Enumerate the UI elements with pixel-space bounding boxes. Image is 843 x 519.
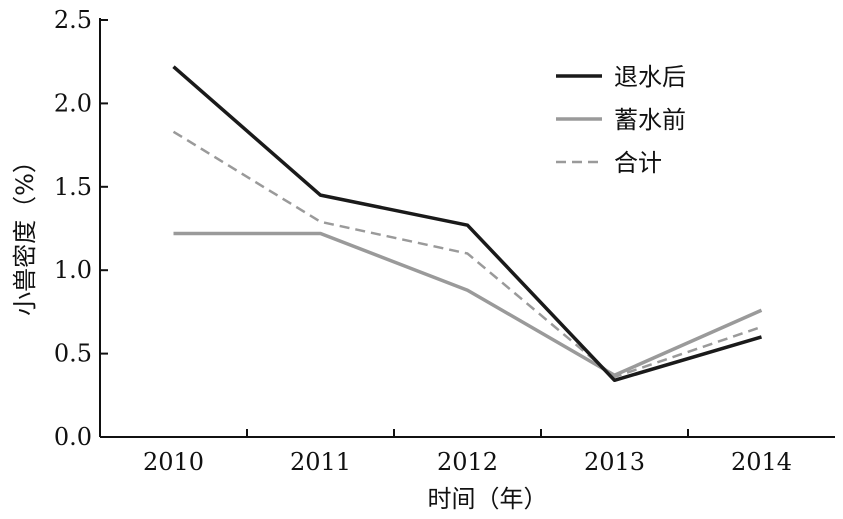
x-axis-title: 时间（年） [428, 485, 548, 513]
x-tick-label: 2010 [143, 448, 204, 476]
y-ticks: 0.0 0.5 1.0 1.5 2.0 2.5 [54, 6, 108, 451]
x-tick-label: 2013 [584, 448, 645, 476]
y-tick-label: 1.5 [54, 173, 92, 201]
legend-label: 退水后 [614, 63, 686, 91]
x-tick-label: 2014 [731, 448, 792, 476]
y-tick-label: 2.0 [54, 89, 92, 117]
x-tick-label: 2012 [437, 448, 498, 476]
legend-label: 合计 [614, 149, 662, 177]
legend-label: 蓄水前 [614, 106, 686, 134]
axes [99, 18, 835, 438]
x-tick-label: 2011 [290, 448, 351, 476]
y-tick-label: 1.0 [54, 256, 92, 284]
y-tick-label: 2.5 [54, 6, 92, 34]
series-layer [172, 65, 763, 383]
y-axis-title: 小兽密度（%） [11, 149, 39, 316]
x-ticks: 2010 2011 2012 2013 2014 [143, 429, 792, 476]
y-tick-label: 0.0 [54, 423, 92, 451]
series-line-2 [172, 130, 762, 379]
y-tick-label: 0.5 [54, 340, 92, 368]
